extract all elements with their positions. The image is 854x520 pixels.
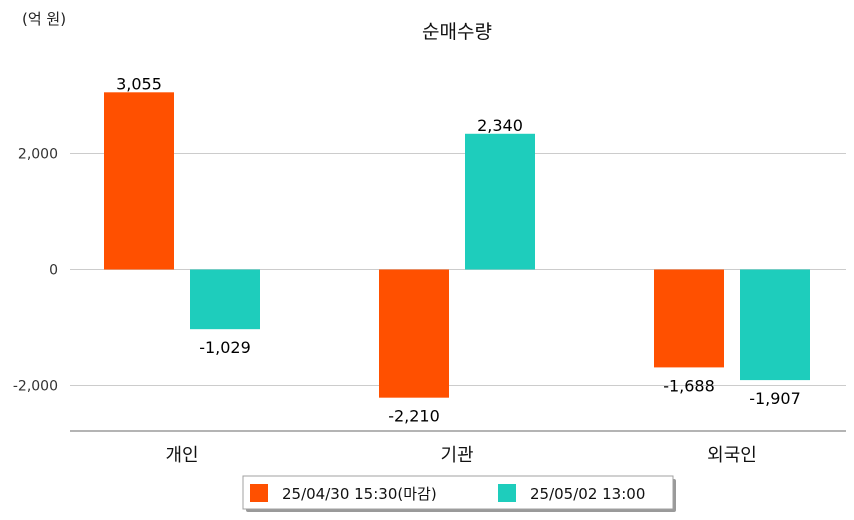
y-tick-label: -2,000	[13, 379, 58, 395]
bar	[740, 269, 810, 381]
x-axis: 개인 기관 외국인	[165, 445, 756, 466]
y-axis: 2,000 0 -2,000	[13, 147, 58, 395]
x-tick-label: 기관	[440, 445, 473, 466]
bar	[104, 92, 174, 270]
x-tick-label: 개인	[165, 445, 198, 466]
unit-label: (억 원)	[22, 10, 66, 28]
bar	[190, 269, 260, 330]
legend-swatch	[498, 484, 516, 502]
bar	[654, 269, 724, 368]
chart-title: 순매수량	[422, 21, 492, 43]
data-label: -1,907	[749, 389, 801, 408]
data-labels: 3,055 -1,029 -2,210 2,340 -1,688 -1,907	[116, 74, 801, 425]
data-label: -2,210	[388, 407, 440, 426]
legend-label: 25/04/30 15:30(마감)	[282, 485, 437, 503]
data-label: -1,688	[663, 376, 715, 395]
gridlines	[70, 153, 846, 386]
legend-box	[242, 475, 674, 510]
bars	[104, 92, 810, 398]
bar	[379, 269, 449, 398]
legend-swatch	[250, 484, 268, 502]
bar	[465, 133, 535, 270]
data-label: 3,055	[116, 74, 162, 93]
y-tick-label: 2,000	[18, 147, 58, 163]
legend-label: 25/05/02 13:00	[530, 485, 645, 503]
x-tick-label: 외국인	[707, 445, 757, 466]
data-label: 2,340	[477, 116, 523, 135]
y-tick-label: 0	[49, 263, 58, 279]
data-label: -1,029	[199, 338, 251, 357]
legend: 25/04/30 15:30(마감) 25/05/02 13:00	[242, 475, 676, 512]
